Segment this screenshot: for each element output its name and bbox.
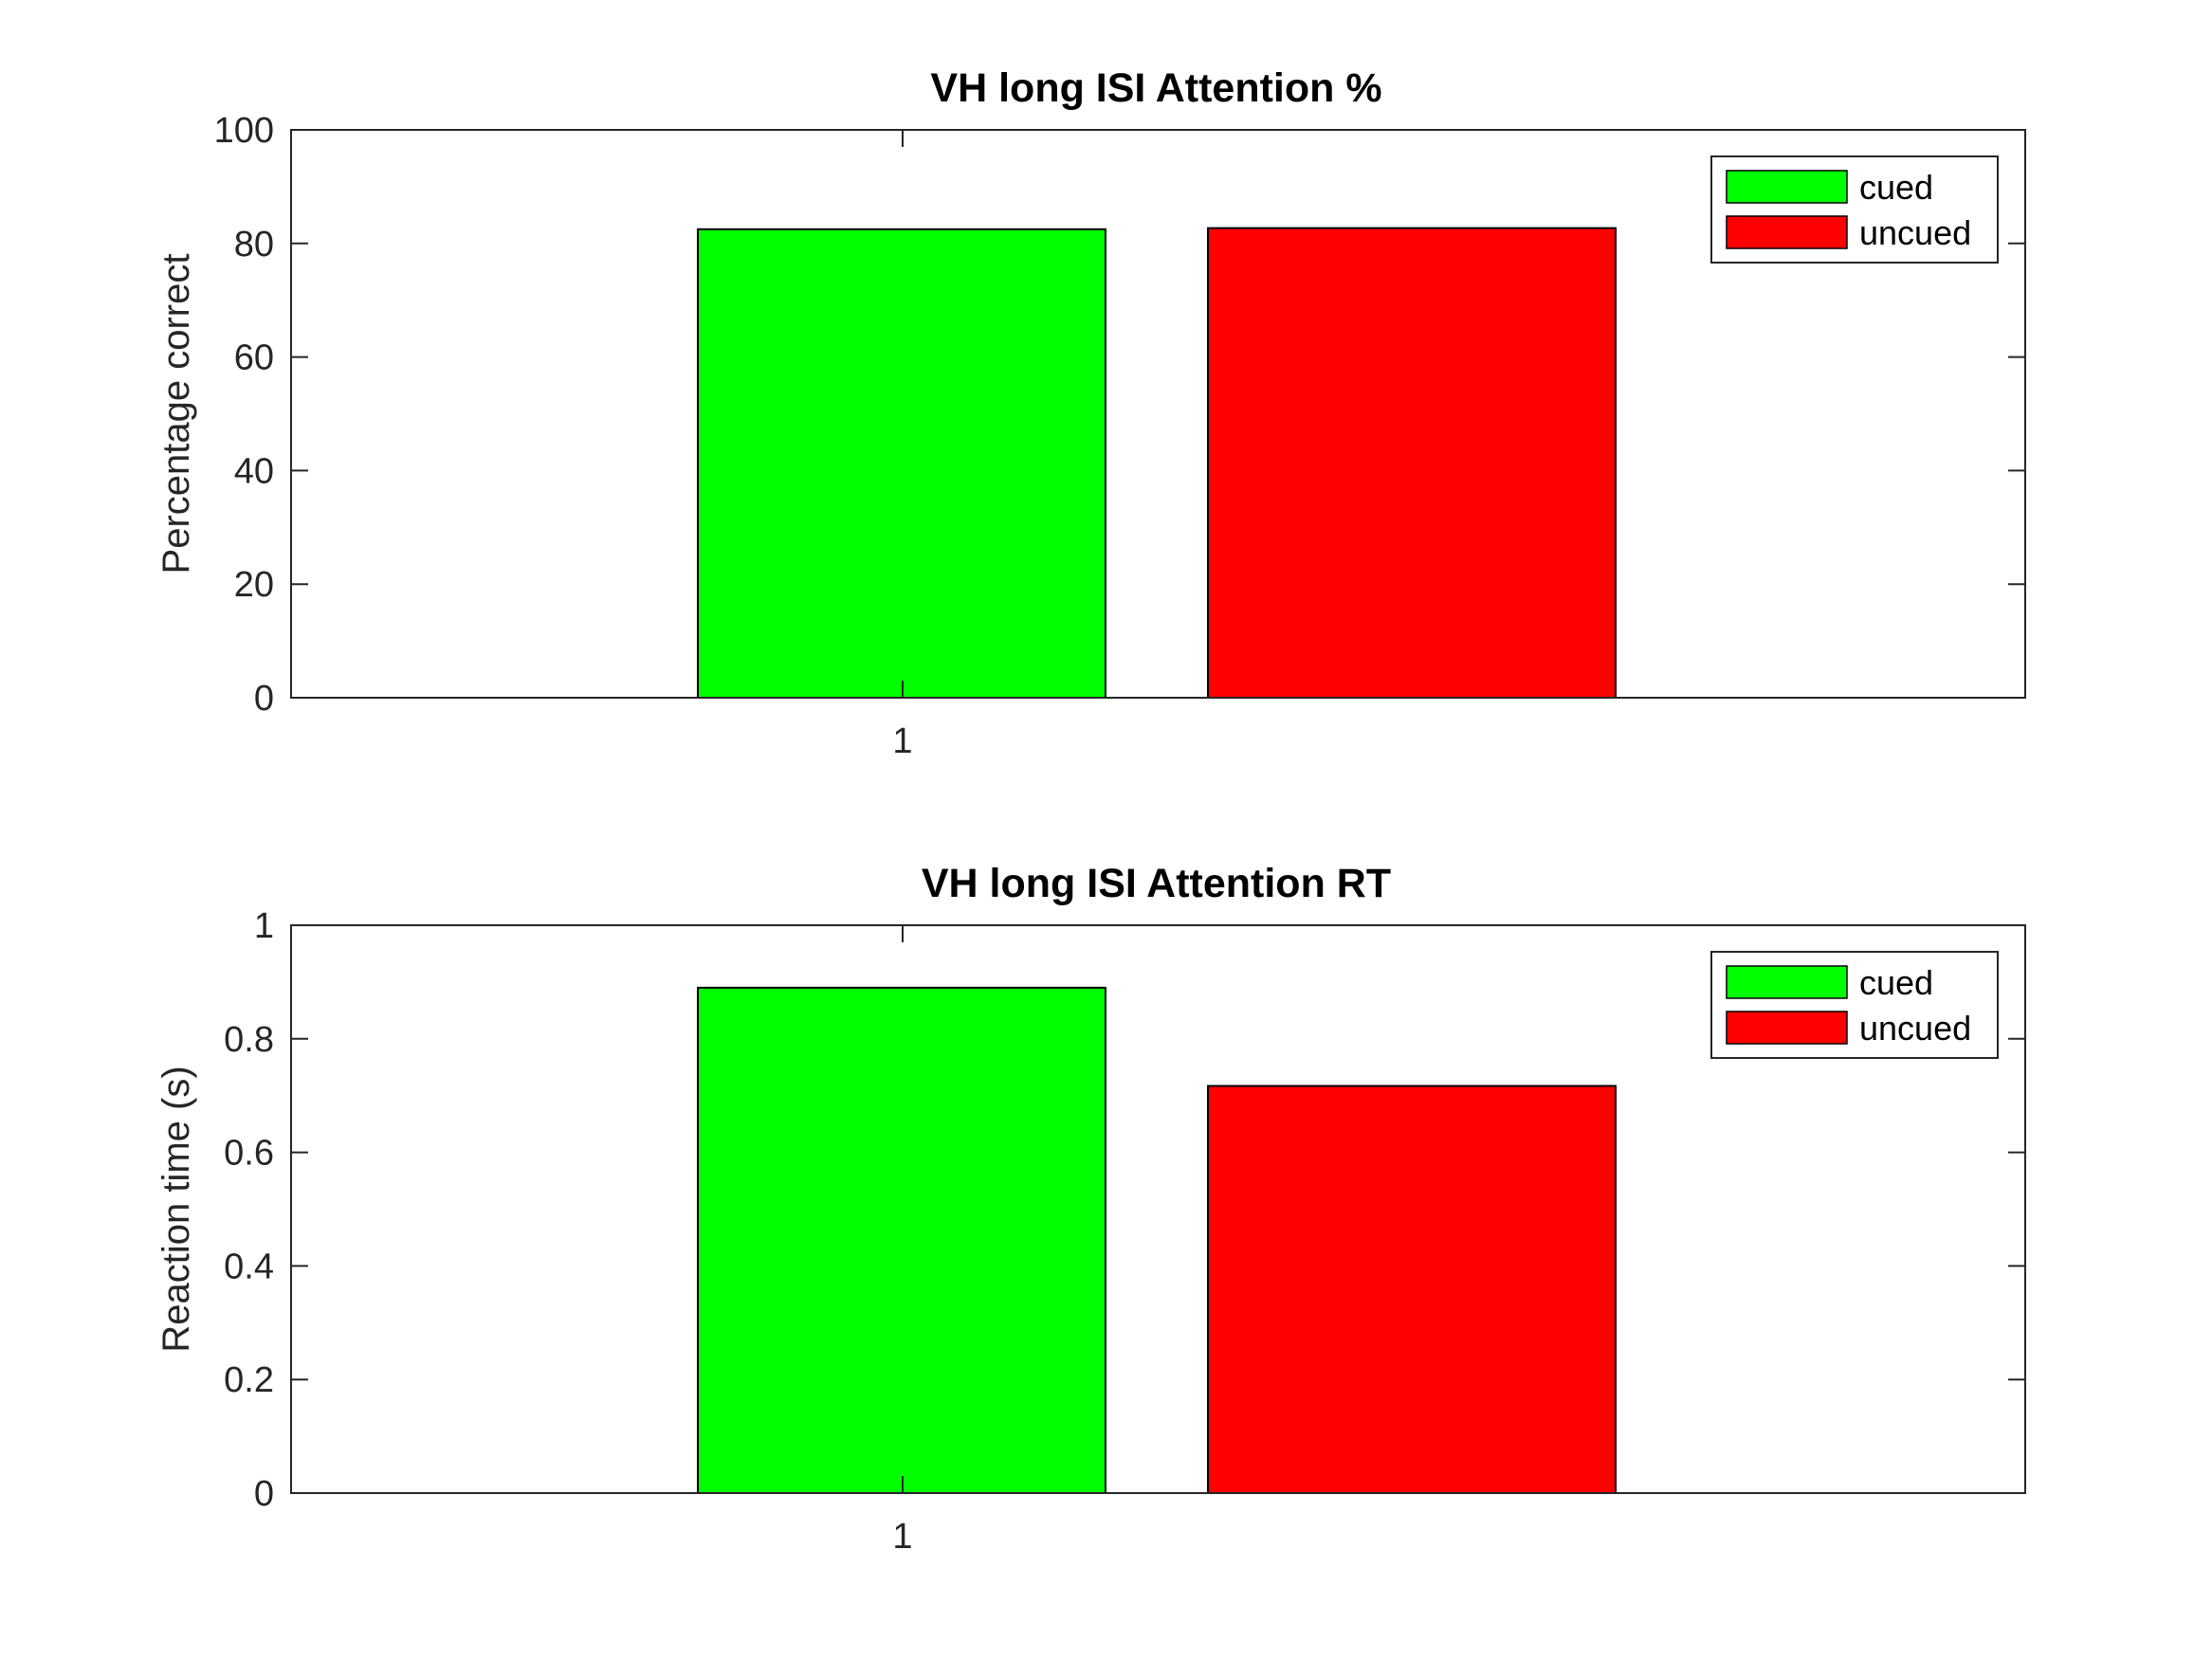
chart-panel-2: 0 0.2 0.4 0.6 0.8 1 1 VH long ISI Attention RT R… — [155, 861, 2026, 1557]
xtick-label: 1 — [892, 1517, 912, 1557]
ytick-label: 60 — [234, 338, 274, 378]
legend: cued uncued — [1710, 951, 1999, 1059]
axes-box — [290, 129, 2026, 699]
legend-swatch-uncued — [1726, 215, 1848, 249]
legend-label-uncued: uncued — [1859, 213, 1971, 252]
ytick-label: 1 — [254, 906, 274, 946]
legend-swatch-uncued — [1726, 1011, 1848, 1045]
chart-title: VH long ISI Attention % — [930, 65, 1381, 111]
legend-swatch-cued — [1726, 170, 1848, 204]
ytick-label: 40 — [234, 451, 274, 491]
axes-box — [290, 924, 2026, 1494]
legend-label-uncued: uncued — [1859, 1009, 1971, 1048]
ytick-label: 0.2 — [224, 1360, 274, 1400]
legend: cued uncued — [1710, 155, 1999, 264]
ytick-label: 0 — [254, 1474, 274, 1514]
legend-swatch-cued — [1726, 965, 1848, 999]
chart-title: VH long ISI Attention RT — [922, 861, 1391, 906]
ytick-label: 0 — [254, 679, 274, 719]
legend-label-cued: cued — [1859, 168, 1933, 207]
bar-cued — [697, 986, 1106, 1494]
ytick-label: 0.6 — [224, 1134, 274, 1174]
bar-uncued — [1207, 1085, 1617, 1494]
ytick-label: 100 — [214, 111, 274, 151]
y-axis-label: Percentage correct — [155, 254, 197, 574]
ytick-label: 20 — [234, 565, 274, 605]
ytick-label: 80 — [234, 225, 274, 264]
legend-label-cued: cued — [1859, 963, 1933, 1002]
xtick-label: 1 — [892, 721, 912, 761]
ytick-label: 0.4 — [224, 1247, 274, 1286]
bar-cued — [697, 228, 1106, 699]
bar-uncued — [1207, 227, 1617, 699]
chart-panel-1: 0 20 40 60 80 100 1 VH long ISI Attention % Perc… — [155, 65, 2026, 761]
y-axis-label: Reaction time (s) — [155, 1066, 197, 1352]
ytick-label: 0.8 — [224, 1020, 274, 1060]
